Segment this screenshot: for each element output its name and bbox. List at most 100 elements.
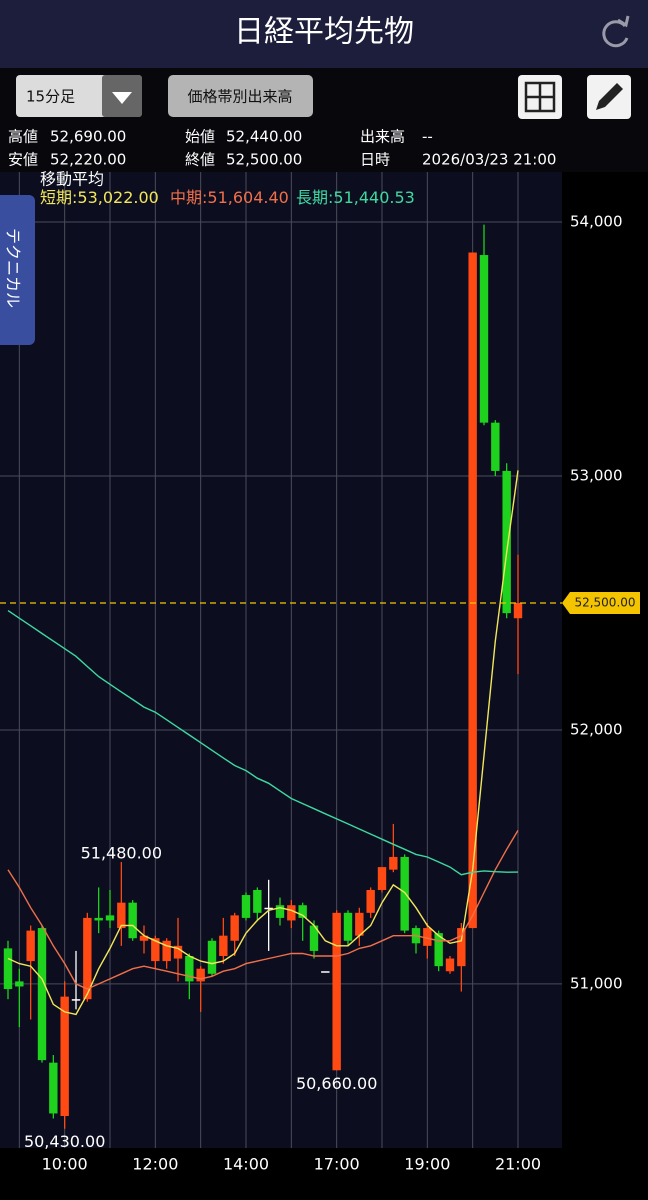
refresh-icon [602, 20, 629, 48]
candle-body [366, 889, 375, 913]
y-tick-label: 51,000 [570, 974, 623, 992]
price-info: 高値 52,690.00 始値 52,440.00 出来高 -- 安値 52,2… [8, 128, 556, 169]
refresh-arrow [617, 15, 630, 28]
candle-body [94, 917, 103, 921]
legend-entry: 中期:51,604.40 [170, 188, 289, 207]
candle-body [332, 912, 341, 1071]
tab-box [0, 195, 35, 345]
volume-profile-button[interactable]: 価格帯別出来高 [168, 75, 313, 117]
info-value: 52,500.00 [226, 151, 302, 169]
candle-body [241, 895, 251, 918]
candle-body [207, 940, 217, 974]
candle-body [275, 905, 285, 918]
info-label: 出来高 [360, 128, 405, 146]
refresh-button[interactable] [602, 15, 630, 48]
low-label: 50,660.00 [296, 1074, 377, 1093]
candle-body [479, 255, 489, 423]
header-bar [0, 0, 648, 68]
candle-body [355, 912, 364, 936]
ma-line [7, 610, 519, 876]
y-tick-label: 54,000 [570, 213, 623, 231]
candle-body [151, 938, 160, 962]
legend-text: : [72, 188, 77, 207]
candle-body [468, 252, 477, 929]
button-label: 価格帯別出来高 [187, 88, 292, 106]
x-tick-label: 21:00 [495, 1155, 541, 1174]
candle-body [162, 940, 171, 962]
candle-body [502, 470, 511, 614]
candle-body [389, 856, 398, 870]
candle-body [491, 422, 500, 471]
legend-entry: 長期:51,440.53 [296, 188, 415, 207]
button-box [168, 75, 313, 117]
info-value: 2026/03/23 21:00 [422, 151, 556, 169]
candle-body [83, 917, 92, 1000]
chart: 51,000 52,000 53,000 54,000 10:00 12:00 14:00 1… [0, 170, 640, 1174]
candle-body [15, 981, 24, 987]
candle-body [26, 930, 35, 962]
y-tick-label: 52,000 [570, 720, 623, 738]
candle-body [105, 915, 115, 921]
candle-body [457, 928, 466, 967]
current-price-tag [562, 591, 640, 614]
candle-body [309, 925, 319, 951]
current-price-label: 52,500.00 [574, 595, 635, 609]
legend-text: 短期 [40, 188, 72, 207]
info-value: 52,440.00 [226, 128, 302, 146]
legend-text: 中期 [170, 188, 202, 207]
candle-body [117, 902, 126, 929]
technical-tab[interactable]: テクニカル [0, 195, 35, 345]
x-tick-label: 19:00 [404, 1155, 450, 1174]
interval-label: 15分足 [26, 88, 75, 106]
info-label: 終値 [185, 151, 215, 169]
candle-body [343, 912, 353, 941]
candle-body [321, 971, 330, 973]
candle-body [287, 905, 296, 921]
candle-body [128, 902, 137, 939]
candle-body [49, 1062, 58, 1114]
candle-body [219, 935, 228, 956]
candle-body [173, 945, 183, 959]
dropdown-arrow [112, 92, 132, 104]
draw-button[interactable] [587, 75, 631, 119]
candle-body [37, 928, 47, 1061]
candle-body [253, 889, 262, 913]
candle-body [185, 956, 194, 982]
candle-body [298, 905, 307, 918]
y-tick-label: 53,000 [570, 467, 623, 485]
candle-body [3, 948, 13, 990]
x-tick-label: 14:00 [223, 1155, 269, 1174]
plot-area [0, 172, 562, 1148]
grid-icon [524, 81, 556, 113]
info-value: -- [422, 128, 433, 146]
candle-body [445, 958, 455, 972]
candle-body [377, 867, 387, 890]
interval-dropdown[interactable]: 15分足 [16, 75, 142, 117]
legend-text: 長期 [296, 188, 328, 207]
x-tick-label: 17:00 [314, 1155, 360, 1174]
candle-body [196, 968, 205, 982]
x-tick-label: 10:00 [42, 1155, 88, 1174]
ma-line [7, 830, 519, 990]
info-value: 52,690.00 [50, 128, 126, 146]
candle-body [423, 928, 432, 946]
candle-body [264, 907, 273, 910]
info-value: 52,220.00 [50, 151, 126, 169]
candle-body [60, 996, 69, 1116]
legend-text: 53,022.00 [77, 188, 158, 207]
info-label: 日時 [360, 151, 390, 169]
high-label: 51,480.00 [81, 844, 162, 863]
layout-button[interactable] [518, 75, 562, 119]
candle-body [513, 602, 523, 619]
info-label: 安値 [8, 151, 38, 169]
legend-text: : [202, 188, 207, 207]
info-label: 始値 [185, 128, 215, 146]
legend-text: 51,604.40 [207, 188, 288, 207]
info-label: 高値 [8, 128, 38, 146]
tab-label: テクニカル [4, 228, 23, 308]
candle-body [71, 999, 81, 1001]
ma-line [7, 470, 519, 1016]
pen-icon [596, 83, 623, 110]
ma-title: 移動平均 [40, 170, 104, 189]
